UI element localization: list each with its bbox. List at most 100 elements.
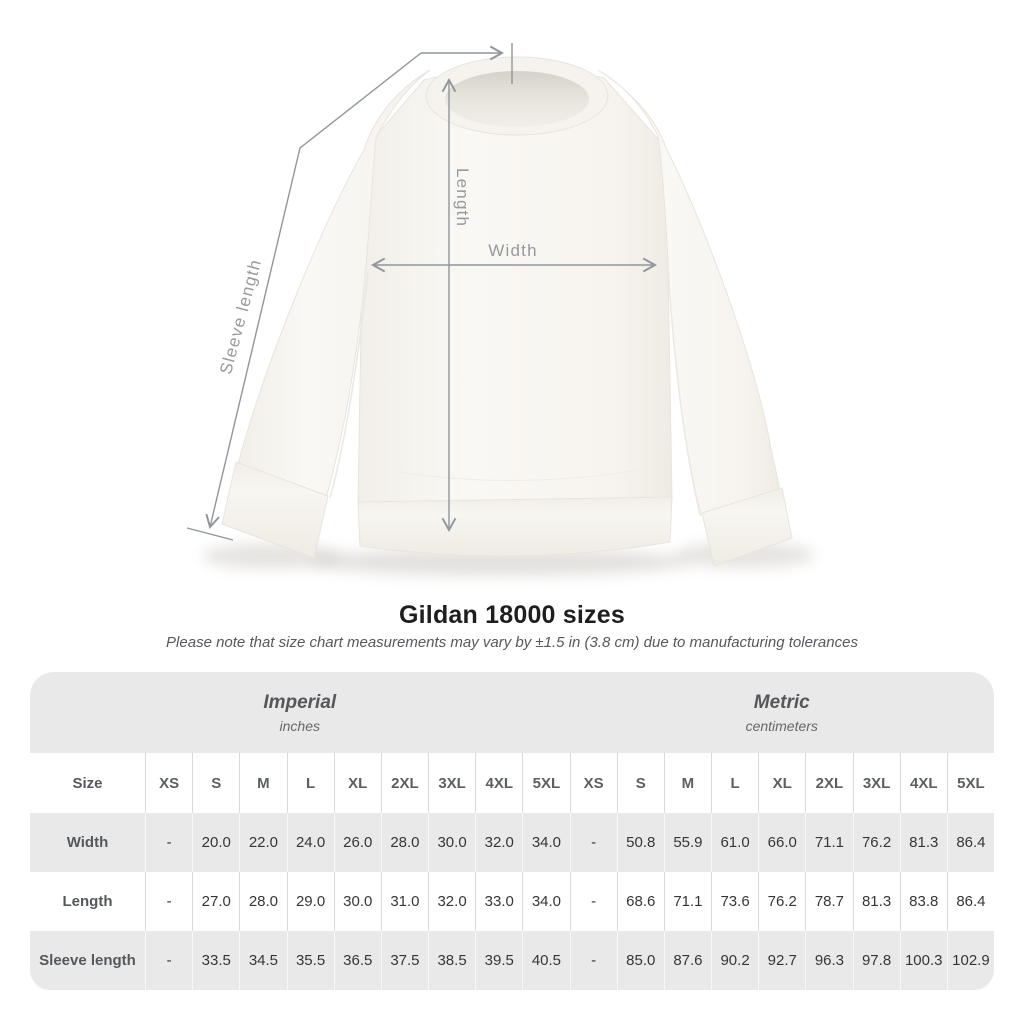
sweatshirt-right-cuff <box>701 487 793 567</box>
measurement-value: 20.0 <box>192 813 239 872</box>
page-title: Gildan 18000 sizes <box>399 601 625 629</box>
unit-header-band: Imperial inches Metric centimeters <box>30 672 994 753</box>
sweatshirt-neck-opening <box>445 71 589 127</box>
measurement-value: - <box>569 813 617 872</box>
size-col-header: XS <box>569 753 617 813</box>
size-header-label: Size <box>72 774 103 792</box>
measurement-value: 30.0 <box>333 872 381 931</box>
measurement-value: 73.6 <box>711 872 758 931</box>
measurement-value: 28.0 <box>380 813 428 872</box>
measurement-label: Sleeve length <box>39 952 136 969</box>
measurement-value: 38.5 <box>428 931 475 990</box>
measurement-value: - <box>569 931 617 990</box>
imperial-header: Imperial inches <box>30 672 570 753</box>
measurement-row: Length -27.0 28.0 29.0 30.0 31.0 32.0 33.0 34.0-… <box>30 872 994 931</box>
measurement-value: 34.5 <box>239 931 286 990</box>
measurement-row: Width -20.0 22.0 24.0 26.0 28.0 30.0 32.0 34.0-5… <box>30 813 994 872</box>
measurement-value: 102.9 <box>946 931 994 990</box>
measurement-value: 24.0 <box>286 813 334 872</box>
size-col-header: M <box>663 753 711 813</box>
sweatshirt-waistband <box>357 496 673 557</box>
sleeve-length-arrow <box>205 52 422 529</box>
measurement-value: 68.6 <box>616 872 664 931</box>
measurement-value: 66.0 <box>758 813 805 872</box>
metric-sublabel: centimeters <box>745 717 818 734</box>
measurement-value: 100.3 <box>899 931 947 990</box>
measurement-value: 37.5 <box>380 931 428 990</box>
measurement-value: 26.0 <box>333 813 381 872</box>
measurement-value: 55.9 <box>663 813 711 872</box>
measurement-value: 81.3 <box>852 872 900 931</box>
size-col-header: 2XL <box>380 753 428 813</box>
measurement-value: 32.0 <box>475 813 522 872</box>
measurement-value: 40.5 <box>522 931 569 990</box>
fold-line-left <box>329 271 369 499</box>
sleeve-length-label: Sleeve length <box>216 257 265 377</box>
measurement-value: 76.2 <box>758 872 805 931</box>
measurement-value: 39.5 <box>475 931 522 990</box>
size-col-header: XL <box>758 753 805 813</box>
measurement-value: 87.6 <box>663 931 711 990</box>
measurement-value: 96.3 <box>805 931 852 990</box>
size-col-header: 4XL <box>899 753 947 813</box>
measurement-value: 81.3 <box>899 813 947 872</box>
measurement-value: 78.7 <box>805 872 852 931</box>
size-col-header: 5XL <box>522 753 569 813</box>
measurement-value: - <box>569 872 617 931</box>
size-col-header: L <box>286 753 334 813</box>
measurement-value: 33.5 <box>192 931 239 990</box>
measurement-value: 76.2 <box>852 813 900 872</box>
size-header-row: Size XS S M L XL 2XL 3XL 4XL 5XL XS S M L XL 2XL 3XL 4XL 5… <box>30 753 994 813</box>
size-table-grid: Size XS S M L XL 2XL 3XL 4XL 5XL XS S M L XL 2XL 3XL 4XL 5… <box>30 753 994 990</box>
size-col-header: S <box>192 753 239 813</box>
size-note: Please note that size chart measurements… <box>166 634 858 651</box>
metric-header: Metric centimeters <box>570 672 995 753</box>
size-col-header: L <box>711 753 758 813</box>
measurement-value: 71.1 <box>805 813 852 872</box>
sweatshirt-diagram: Length Width Sleeve length <box>186 43 815 576</box>
size-col-header: S <box>616 753 664 813</box>
measurement-label: Length <box>62 893 113 910</box>
sweatshirt-left-sleeve <box>237 69 431 499</box>
metric-label: Metric <box>753 691 810 713</box>
imperial-label: Imperial <box>263 691 337 713</box>
measurement-value: 35.5 <box>286 931 334 990</box>
fold-line-hem <box>399 469 641 481</box>
measurement-value: 71.1 <box>663 872 711 931</box>
measurement-value: 85.0 <box>616 931 664 990</box>
measurement-value: 28.0 <box>239 872 286 931</box>
measurement-value: 86.4 <box>946 813 994 872</box>
measurement-value: 30.0 <box>428 813 475 872</box>
size-col-header: XS <box>145 753 192 813</box>
measurement-value: 36.5 <box>333 931 381 990</box>
measurement-value: 31.0 <box>380 872 428 931</box>
imperial-sublabel: inches <box>279 717 320 734</box>
measurement-value: 83.8 <box>899 872 947 931</box>
measurement-value: - <box>145 813 192 872</box>
measurement-value: - <box>145 872 192 931</box>
size-table: Imperial inches Metric centimeters Size X… <box>30 672 994 990</box>
measurement-value: 22.0 <box>239 813 286 872</box>
width-label: Width <box>488 241 537 260</box>
size-col-header: 5XL <box>946 753 994 813</box>
measurement-value: 90.2 <box>711 931 758 990</box>
measurement-value: 50.8 <box>616 813 664 872</box>
measurement-value: 61.0 <box>711 813 758 872</box>
size-col-header: 3XL <box>852 753 900 813</box>
size-col-header: XL <box>333 753 381 813</box>
measurement-value: 33.0 <box>475 872 522 931</box>
measurement-lines <box>186 43 658 541</box>
size-col-header: 3XL <box>428 753 475 813</box>
sweatshirt <box>221 56 793 567</box>
measurement-value: - <box>145 931 192 990</box>
measurement-value: 29.0 <box>286 872 334 931</box>
measurement-value: 27.0 <box>192 872 239 931</box>
measurement-value: 32.0 <box>428 872 475 931</box>
measurement-value: 34.0 <box>522 872 569 931</box>
size-col-header: M <box>239 753 286 813</box>
measurement-value: 34.0 <box>522 813 569 872</box>
fold-line-right <box>667 267 701 513</box>
sweatshirt-left-cuff <box>221 461 329 559</box>
size-col-header: 4XL <box>475 753 522 813</box>
measurement-row: Sleeve length -33.5 34.5 35.5 36.5 37.5 38.5 39… <box>30 931 994 990</box>
